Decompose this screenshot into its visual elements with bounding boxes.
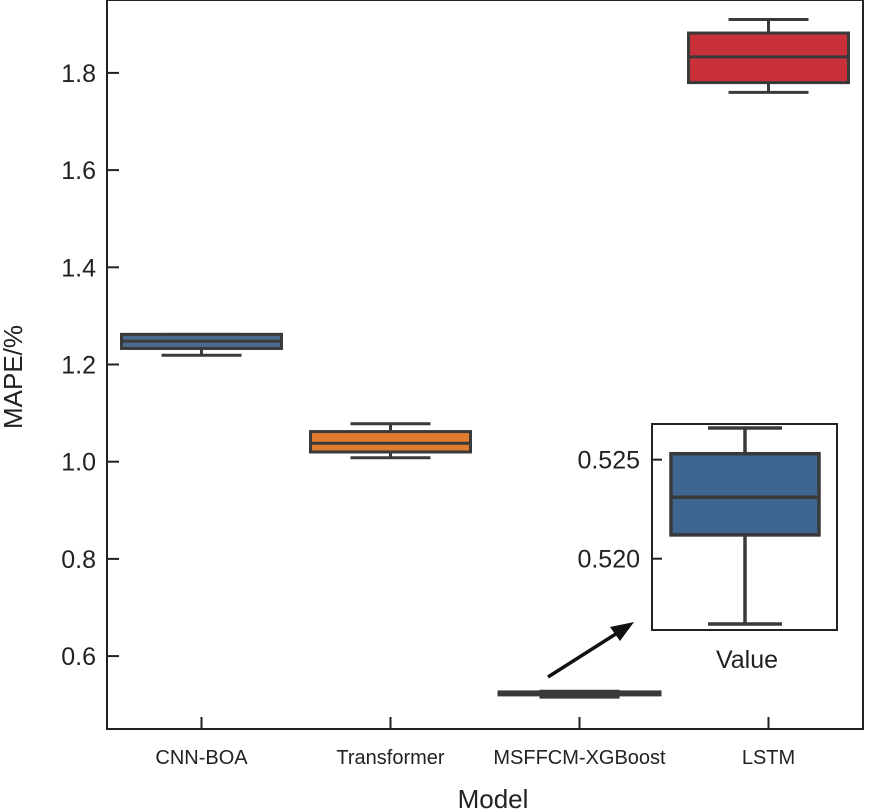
y-tick-label: 1.6 [61,157,96,185]
x-axis-ticks: CNN-BOA Transformer MSFFCM-XGBoost LSTM [155,717,795,769]
y-tick-label: 1.2 [61,352,96,380]
y-tick-label: 1.4 [61,254,96,282]
boxes-group [120,17,850,699]
y-tick-label: 0.6 [61,643,96,671]
inset-y-tick-label: 0.525 [577,447,640,475]
y-tick-label: 0.8 [61,546,96,574]
y-axis-ticks: 0.6 0.8 1.0 1.2 1.4 1.6 1.8 [61,60,119,671]
box-msffcm-xgboost [497,689,662,699]
x-tick-label: CNN-BOA [155,747,248,769]
box-transformer [309,422,472,460]
box-inset [669,426,821,626]
inset-x-label: Value [716,646,778,674]
x-tick-label: Transformer [336,747,445,769]
inset-box-group [669,426,821,626]
iqr-box [669,451,821,537]
x-axis-title: Model [458,784,529,812]
y-axis-title: MAPE/% [0,325,28,429]
box-lstm [687,17,850,94]
inset-y-tick-label: 0.520 [577,546,640,574]
zoom-arrow [547,622,634,679]
inset-y-ticks: 0.520 0.525 [577,447,662,574]
box-cnn-boa [120,332,283,357]
x-tick-label: LSTM [742,747,795,769]
y-tick-label: 1.0 [61,449,96,477]
y-tick-label: 1.8 [61,60,96,88]
inset-panel: 0.520 0.525 Value [577,423,838,674]
x-tick-label: MSFFCM-XGBoost [493,747,666,769]
